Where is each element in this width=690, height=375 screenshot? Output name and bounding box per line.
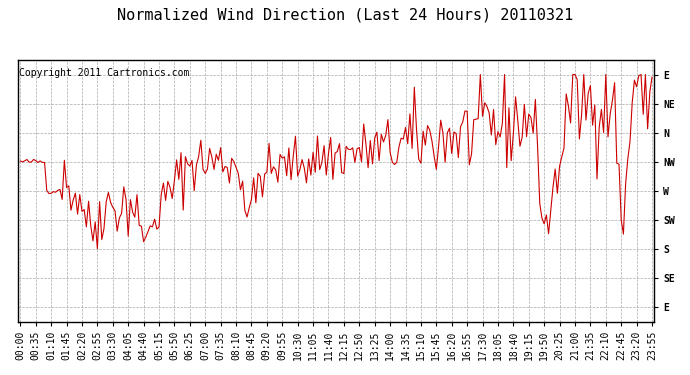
Text: Normalized Wind Direction (Last 24 Hours) 20110321: Normalized Wind Direction (Last 24 Hours… [117, 8, 573, 22]
Text: Copyright 2011 Cartronics.com: Copyright 2011 Cartronics.com [19, 68, 190, 78]
